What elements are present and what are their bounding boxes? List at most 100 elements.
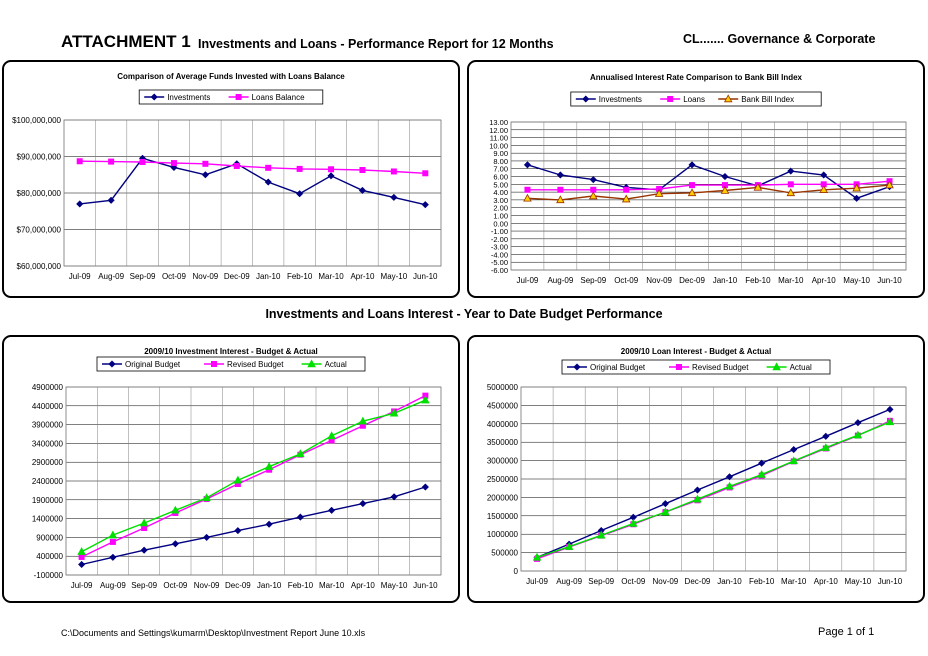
data-point xyxy=(77,560,86,569)
data-point xyxy=(790,445,798,454)
y-tick-label: 4900000 xyxy=(32,383,64,392)
y-tick-label: 2.00 xyxy=(493,204,508,213)
y-tick-label: $70,000,000 xyxy=(17,226,62,235)
y-tick-label: 1.00 xyxy=(493,211,508,220)
series-line xyxy=(527,184,890,201)
y-tick-label: 6.00 xyxy=(493,173,508,182)
data-point xyxy=(295,190,304,198)
legend-marker xyxy=(582,95,590,103)
legend-marker xyxy=(772,362,781,371)
legend-box xyxy=(570,91,822,107)
legend-label: Original Budget xyxy=(125,360,181,369)
data-point xyxy=(589,191,598,200)
data-point xyxy=(556,195,565,204)
y-tick-label: $80,000,000 xyxy=(17,189,62,198)
x-tick-label: Jan-10 xyxy=(257,581,282,590)
data-point xyxy=(421,483,430,491)
x-tick-label: Mar-10 xyxy=(778,276,804,285)
x-tick-label: May-10 xyxy=(845,577,872,586)
legend-label: Original Budget xyxy=(590,363,646,372)
y-tick-label: 1400000 xyxy=(32,515,64,524)
x-tick-label: Feb-10 xyxy=(287,272,313,281)
series-line xyxy=(79,160,426,174)
y-tick-label: $100,000,000 xyxy=(12,116,61,125)
data-point xyxy=(202,533,211,542)
x-tick-label: May-10 xyxy=(381,272,408,281)
y-tick-label: 7.00 xyxy=(493,165,508,174)
data-point xyxy=(296,449,305,458)
data-point xyxy=(789,456,798,465)
x-tick-label: Dec-09 xyxy=(224,272,250,281)
y-tick-label: 2400000 xyxy=(32,477,64,486)
series-original-budget xyxy=(533,405,894,562)
data-point xyxy=(202,493,211,502)
data-point xyxy=(819,185,828,193)
data-point xyxy=(821,443,831,451)
data-point xyxy=(693,494,702,503)
y-tick-label: $90,000,000 xyxy=(17,153,62,162)
x-tick-label: Nov-09 xyxy=(194,581,220,590)
x-tick-label: Sep-09 xyxy=(130,272,156,281)
legend: Investments Loans Bank Bill Index xyxy=(570,91,822,107)
data-point xyxy=(656,185,663,192)
x-tick-label: Sep-09 xyxy=(131,581,157,590)
data-point xyxy=(725,473,734,481)
data-point xyxy=(725,481,734,490)
x-tick-label: Aug-09 xyxy=(547,276,573,285)
data-point xyxy=(720,185,730,194)
y-tick-label: 1900000 xyxy=(32,496,64,505)
legend-label: Actual xyxy=(325,360,347,369)
x-tick-label: Mar-10 xyxy=(781,577,807,586)
x-tick-label: Nov-09 xyxy=(646,276,672,285)
series-original-budget xyxy=(77,483,430,569)
data-point xyxy=(787,167,795,175)
data-point xyxy=(421,395,430,404)
data-point xyxy=(390,493,398,501)
legend-label: Loans Balance xyxy=(252,93,305,102)
plot-area xyxy=(520,386,907,572)
data-point xyxy=(854,419,862,427)
y-tick-label: 4500000 xyxy=(487,401,519,410)
funds-vs-loans-chart-panel: Comparison of Average Funds Invested wit… xyxy=(2,60,460,298)
series-line xyxy=(536,421,891,559)
data-point xyxy=(623,186,630,193)
data-point xyxy=(590,186,597,193)
x-tick-label: Aug-09 xyxy=(100,581,126,590)
data-point xyxy=(76,158,83,165)
data-point xyxy=(389,408,399,417)
x-tick-label: Nov-09 xyxy=(192,272,218,281)
loan-interest-chart-panel: 2009/10 Loan Interest - Budget & Actual O… xyxy=(467,335,925,603)
data-point xyxy=(556,171,565,179)
x-tick-label: Nov-09 xyxy=(652,577,678,586)
data-point xyxy=(141,525,148,531)
x-tick-label: May-10 xyxy=(843,276,870,285)
y-tick-label: 1500000 xyxy=(487,512,519,521)
y-tick-label: 3500000 xyxy=(487,438,519,447)
series-line xyxy=(536,408,891,559)
legend-marker xyxy=(667,96,674,102)
y-tick-label: 0.00 xyxy=(493,219,508,228)
y-tick-label: 2900000 xyxy=(32,458,64,467)
data-point xyxy=(822,432,830,440)
series-investments xyxy=(523,161,894,202)
x-tick-label: Jul-09 xyxy=(526,577,548,586)
data-point xyxy=(557,186,564,193)
y-tick-label: 5.00 xyxy=(493,180,508,189)
y-tick-label: 12.00 xyxy=(489,126,508,135)
series-line xyxy=(79,157,426,206)
x-tick-label: Sep-09 xyxy=(588,577,614,586)
y-tick-label: 8.00 xyxy=(493,157,508,166)
data-point xyxy=(661,507,670,516)
data-point xyxy=(265,520,273,528)
chart-title: Annualised Interest Rate Comparison to B… xyxy=(590,73,803,82)
data-point xyxy=(523,193,532,202)
data-point xyxy=(852,194,861,202)
legend-marker xyxy=(211,361,217,367)
y-tick-label: 900000 xyxy=(36,533,63,542)
series-actual xyxy=(77,395,430,555)
series-line xyxy=(81,394,426,558)
x-tick-label: Jul-09 xyxy=(517,276,539,285)
plot-area xyxy=(65,386,442,576)
chart-title: Comparison of Average Funds Invested wit… xyxy=(117,72,345,81)
x-tick-label: Apr-10 xyxy=(812,276,837,285)
